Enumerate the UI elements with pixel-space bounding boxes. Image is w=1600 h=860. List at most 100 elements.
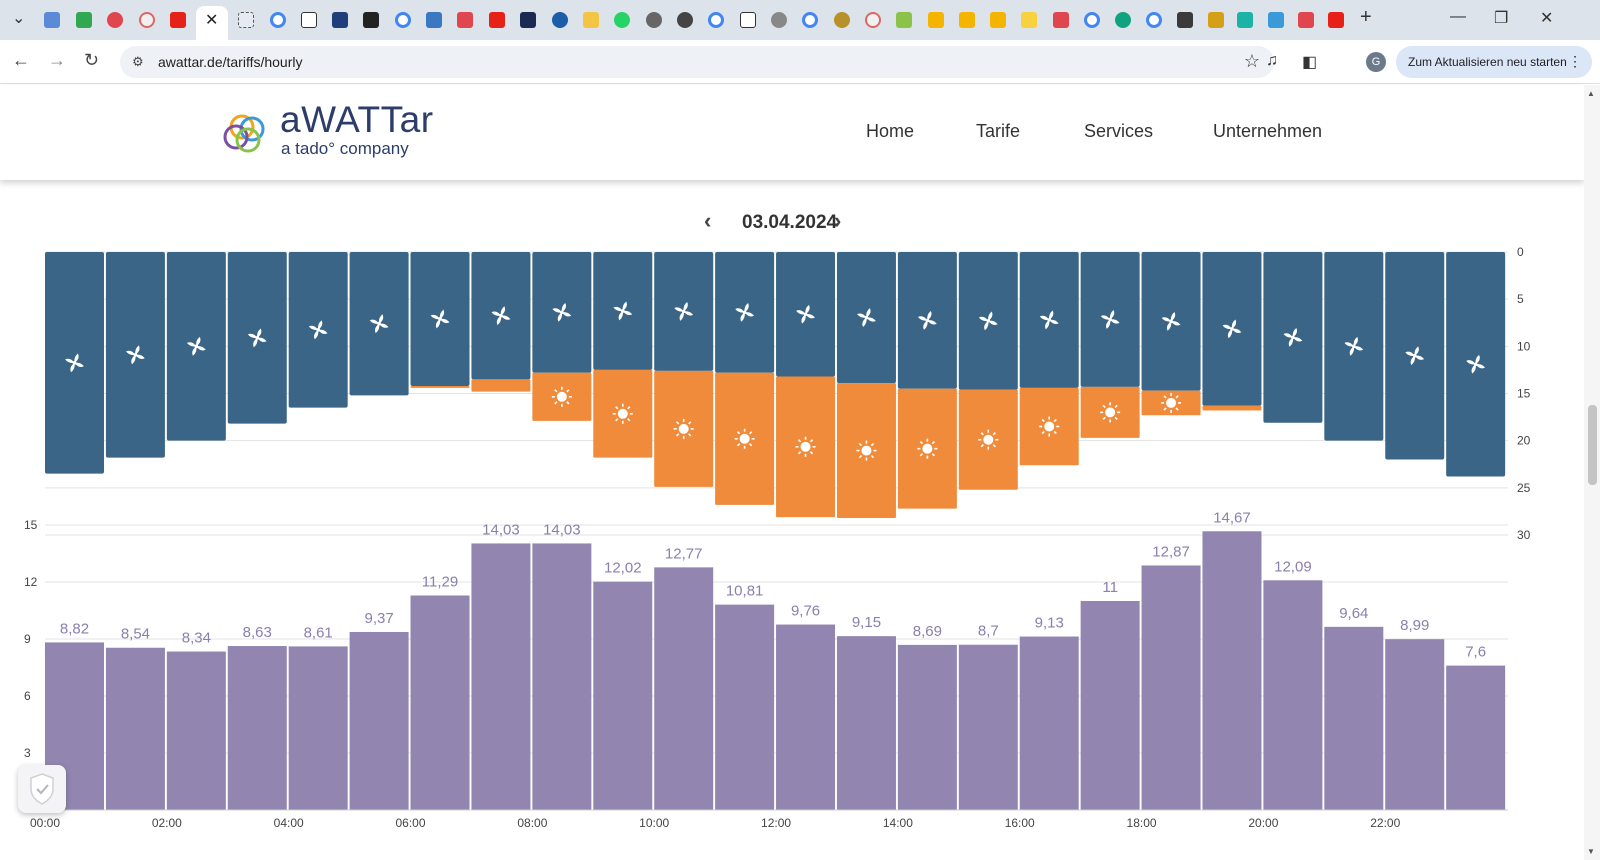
tab-favicon[interactable] <box>928 12 944 28</box>
nav-tarife[interactable]: Tarife <box>976 121 1021 141</box>
sun-ray <box>1053 418 1057 423</box>
right-axis-tick-label: 0 <box>1517 245 1524 259</box>
tab-favicon[interactable] <box>76 12 92 28</box>
turbine-blade <box>1471 364 1476 374</box>
reload-icon[interactable]: ↻ <box>84 50 100 70</box>
price-bar <box>958 644 1018 810</box>
tab-favicon[interactable] <box>990 12 1006 28</box>
turbine-blade <box>927 320 937 325</box>
turbine-hub <box>864 315 869 320</box>
tab-favicon[interactable] <box>457 12 473 28</box>
page-scrollbar[interactable]: ▲ ▼ <box>1584 85 1600 860</box>
scroll-up-icon[interactable]: ▲ <box>1587 89 1595 98</box>
turbine-blade <box>1161 317 1172 322</box>
youtube-tab-icon[interactable] <box>1328 12 1344 28</box>
price-bar <box>1385 639 1445 810</box>
price-bar <box>1141 565 1201 810</box>
tab-favicon[interactable] <box>677 12 693 28</box>
tab-favicon[interactable] <box>1268 12 1284 28</box>
profile-avatar[interactable]: G <box>1366 52 1386 72</box>
tab-favicon[interactable] <box>520 12 536 28</box>
logo-name[interactable]: aWATTar <box>280 99 434 140</box>
turbine-hub <box>1169 319 1173 324</box>
close-tab-icon[interactable]: ✕ <box>205 12 219 29</box>
active-tab[interactable] <box>196 6 228 40</box>
site-info-icon[interactable]: ⚙ <box>132 54 144 69</box>
star-tab-icon[interactable] <box>1021 12 1037 28</box>
tab-favicon[interactable] <box>896 12 912 28</box>
sun-icon <box>1161 392 1182 413</box>
tab-favicon[interactable] <box>301 12 317 28</box>
nav-unternehmen[interactable]: Unternehmen <box>1213 121 1323 141</box>
google-tab-icon[interactable] <box>395 12 411 28</box>
nav-services[interactable]: Services <box>1084 121 1154 141</box>
tab-favicon[interactable] <box>1237 12 1253 28</box>
turbine-blade <box>74 362 84 367</box>
hourly-tariff-chart: 8,82 8,54 8,34 8,63 8,61 9,37 11,29 14,03 14,03 1… <box>24 245 1531 830</box>
cookie-consent-button[interactable] <box>18 765 66 813</box>
tab-favicon[interactable] <box>107 12 123 28</box>
tab-favicon[interactable] <box>332 12 348 28</box>
previous-day-button[interactable]: ‹ <box>704 208 712 233</box>
tab-favicon[interactable] <box>1208 12 1224 28</box>
whatsapp-tab-icon[interactable] <box>614 12 630 28</box>
google-tab-icon[interactable] <box>708 12 724 28</box>
bookmark-star-icon[interactable]: ☆ <box>1243 51 1260 71</box>
wind-turbine-icon <box>857 308 876 327</box>
tab-search-icon[interactable]: ⌄ <box>12 10 26 27</box>
new-tab-button[interactable]: + <box>1360 6 1372 28</box>
tab-favicon[interactable] <box>865 12 881 28</box>
x-axis-tick-label: 10:00 <box>639 816 669 830</box>
tab-favicon[interactable] <box>771 12 787 28</box>
sun-core <box>861 445 872 456</box>
date-navigation: ‹ 03.04.2024 › <box>700 208 900 236</box>
tab-favicon[interactable] <box>1115 12 1131 28</box>
restore-icon[interactable]: ❐ <box>1494 10 1509 27</box>
tab-favicon[interactable] <box>646 12 662 28</box>
address-bar[interactable]: ⚙ awattar.de/tariffs/hourly ☆ <box>120 46 1274 78</box>
scroll-down-icon[interactable]: ▼ <box>1587 847 1595 856</box>
nav-home[interactable]: Home <box>866 121 915 141</box>
wind-turbine-icon <box>1405 346 1425 366</box>
youtube-tab-icon[interactable] <box>489 12 505 28</box>
forward-arrow-icon[interactable]: → <box>48 50 66 70</box>
google-tab-icon[interactable] <box>270 12 286 28</box>
google-tab-icon[interactable] <box>1146 12 1162 28</box>
awattar-logo-icon[interactable] <box>222 107 272 157</box>
url-text[interactable]: awattar.de/tariffs/hourly <box>158 54 303 70</box>
tab-favicon[interactable] <box>44 12 60 28</box>
turbine-blade <box>622 310 633 316</box>
minimize-icon[interactable]: — <box>1450 8 1466 25</box>
next-day-button[interactable]: › <box>834 208 842 233</box>
amazon-tab-icon[interactable] <box>363 12 379 28</box>
turbine-hub <box>986 319 991 323</box>
tab-favicon[interactable] <box>1298 12 1314 28</box>
tab-favicon[interactable] <box>583 12 599 28</box>
sun-ray <box>992 432 996 436</box>
turbine-blade <box>257 328 262 338</box>
side-panel-icon[interactable]: ◧ <box>1302 54 1318 71</box>
media-control-icon[interactable]: ♫ <box>1266 52 1278 69</box>
tab-favicon[interactable] <box>740 12 756 28</box>
tab-favicon[interactable] <box>834 12 850 28</box>
back-arrow-icon[interactable]: ← <box>12 50 30 70</box>
wind-turbine-icon <box>126 345 145 365</box>
google-tab-icon[interactable] <box>802 12 818 28</box>
tab-favicon[interactable] <box>426 12 442 28</box>
sun-core <box>739 433 750 444</box>
tab-favicon[interactable] <box>1177 12 1193 28</box>
youtube-tab-icon[interactable] <box>170 12 186 28</box>
tab-favicon[interactable] <box>238 12 254 28</box>
price-value-label: 9,76 <box>791 603 820 620</box>
more-menu-icon[interactable]: ⋮ <box>1568 53 1582 69</box>
tab-favicon[interactable] <box>959 12 975 28</box>
tab-favicon[interactable] <box>1053 12 1069 28</box>
tab-favicon[interactable] <box>552 12 568 28</box>
site-header: aWATTar a tado° company Home Tarife Serv… <box>0 85 1584 180</box>
restart-update-button[interactable]: Zum Aktualisieren neu starten ⋮ <box>1396 46 1592 78</box>
tab-favicon[interactable] <box>139 12 155 28</box>
close-window-icon[interactable]: ✕ <box>1540 10 1554 27</box>
google-tab-icon[interactable] <box>1084 12 1100 28</box>
scrollbar-thumb[interactable] <box>1588 405 1597 485</box>
turbine-blade <box>253 337 258 348</box>
